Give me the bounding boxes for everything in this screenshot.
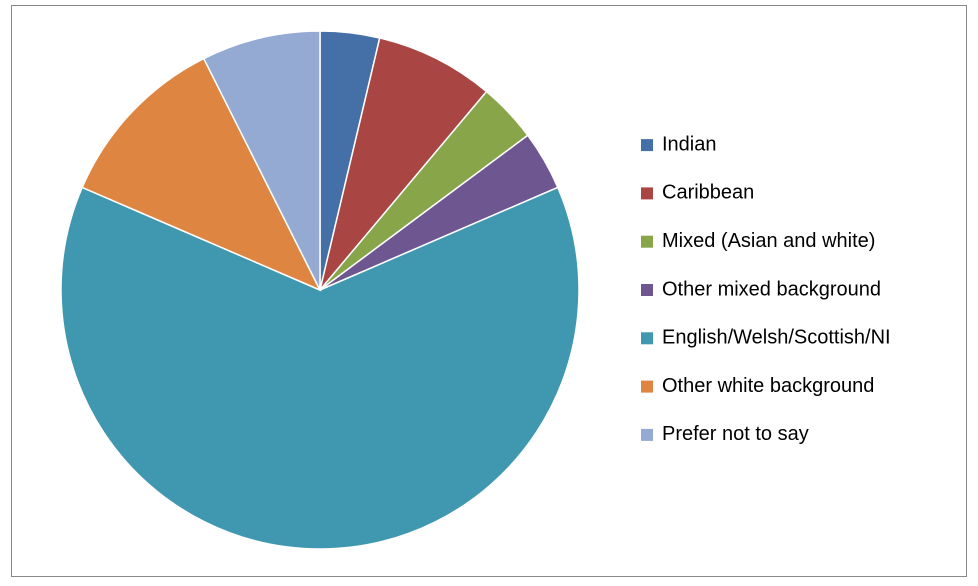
legend-label: English/Welsh/Scottish/NI	[662, 327, 891, 349]
legend-label: Prefer not to say	[662, 423, 809, 445]
legend-swatch	[641, 139, 653, 152]
legend-label: Caribbean	[662, 182, 754, 204]
legend-swatch	[641, 187, 653, 200]
pie-slice	[202, 30, 321, 291]
legend-swatch	[641, 380, 653, 393]
legend-label: Other mixed background	[662, 278, 881, 300]
legend-swatch	[641, 332, 653, 345]
legend-swatch	[641, 428, 653, 441]
pie-slice	[81, 57, 322, 292]
legend-swatch	[641, 284, 653, 296]
legend-label: Mixed (Asian and white)	[662, 230, 875, 252]
pie-slice	[319, 37, 488, 291]
legend-label: Other white background	[662, 375, 874, 397]
legend-label: Indian	[662, 133, 717, 155]
pie-slice	[60, 186, 580, 550]
legend-swatch	[641, 235, 653, 248]
